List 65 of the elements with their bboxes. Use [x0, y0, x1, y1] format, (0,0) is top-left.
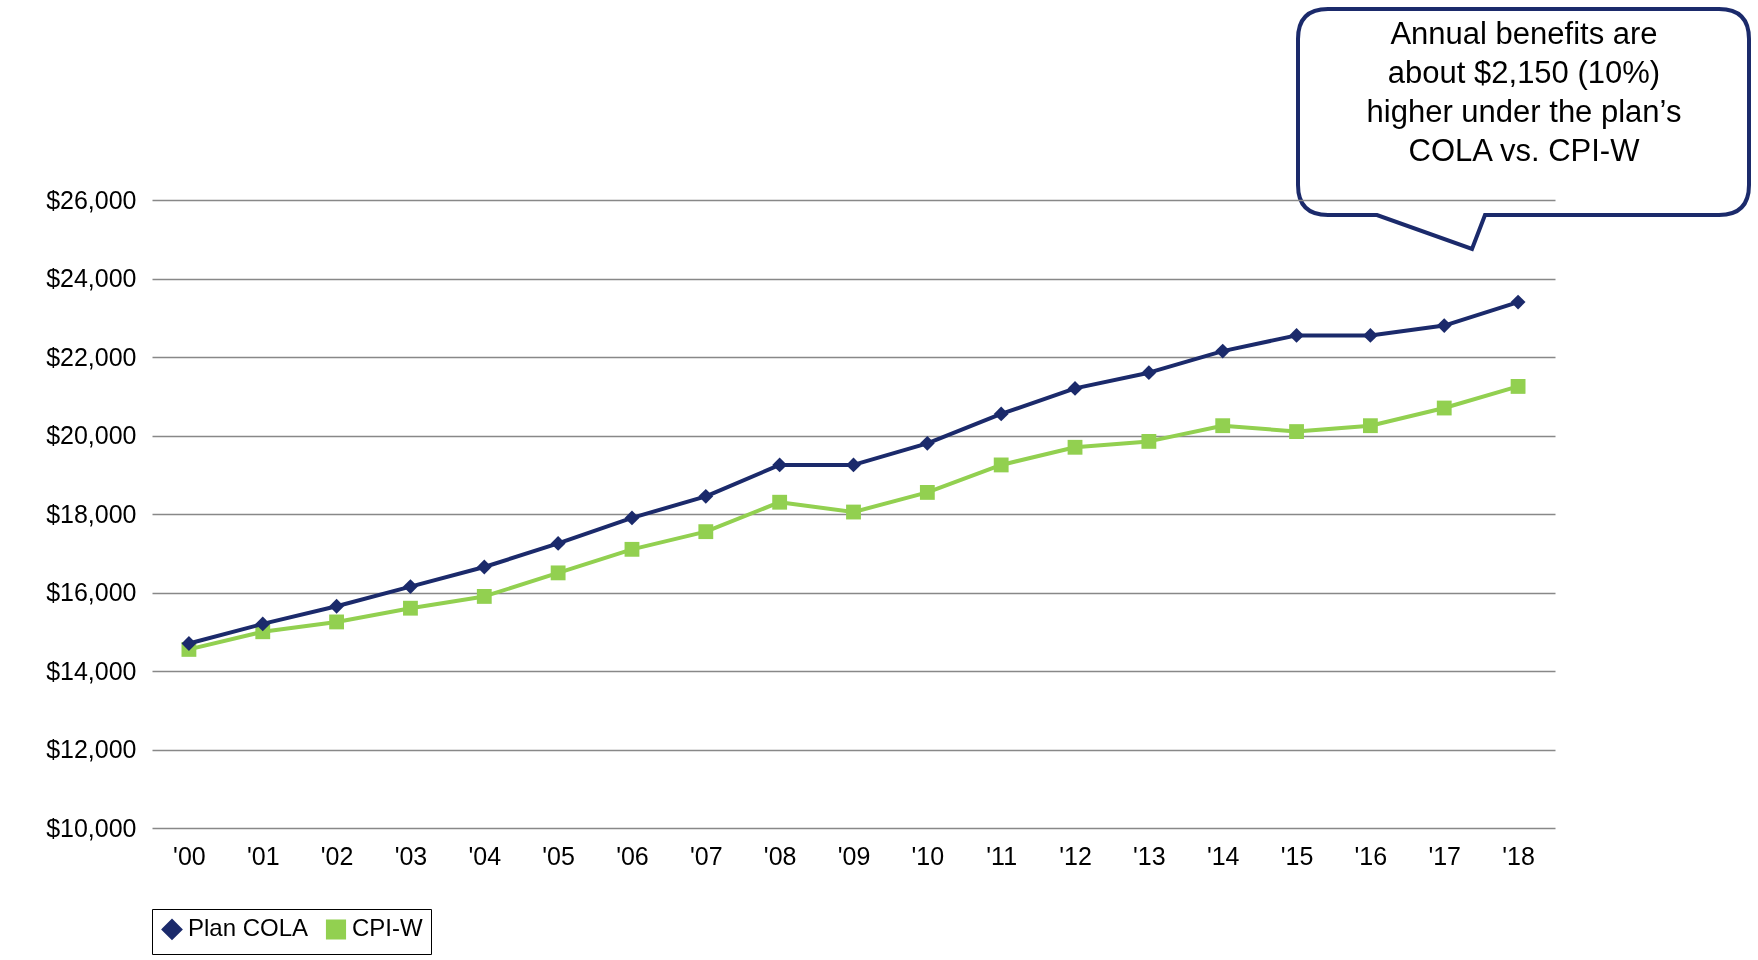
x-tick-label: '15 [1280, 841, 1314, 870]
x-tick-label: '06 [616, 841, 649, 870]
point [919, 485, 935, 500]
x-tick-label: '08 [763, 841, 797, 870]
point [1436, 318, 1452, 334]
x-tick-label: '18 [1502, 841, 1535, 870]
legend-label: CPI-W [352, 914, 423, 942]
y-tick-label: $14,000 [46, 656, 137, 685]
y-tick-label: $20,000 [46, 421, 137, 449]
legend-label: Plan COLA [188, 914, 309, 942]
x-tick-label: '11 [986, 841, 1018, 870]
point [1141, 365, 1157, 381]
point [1289, 328, 1304, 343]
y-tick-label: $22,000 [46, 342, 137, 371]
x-tick-label: '10 [911, 841, 945, 870]
point [329, 614, 345, 630]
y-tick-label: $12,000 [46, 735, 137, 763]
point [698, 524, 714, 540]
point [550, 565, 566, 581]
x-tick-label: '02 [320, 841, 354, 870]
point [1510, 294, 1526, 310]
point [1362, 418, 1378, 434]
x-tick-label: '17 [1428, 841, 1462, 870]
point [329, 598, 345, 614]
point [1510, 379, 1526, 394]
point [550, 536, 566, 551]
y-tick-label: $10,000 [46, 813, 137, 842]
x-tick-label: '00 [173, 841, 206, 870]
point [1215, 343, 1231, 359]
point [1436, 400, 1452, 416]
point [1141, 433, 1157, 449]
x-tick-label: '04 [468, 841, 502, 870]
point [1067, 439, 1083, 455]
point [1362, 328, 1378, 343]
point [403, 600, 418, 616]
point [846, 504, 861, 520]
point [181, 636, 197, 651]
point [1289, 424, 1304, 439]
y-tick-label: $18,000 [46, 499, 137, 528]
point [993, 406, 1009, 422]
point [772, 494, 788, 510]
y-tick-label: $16,000 [46, 578, 137, 606]
point [1215, 418, 1231, 434]
point [624, 541, 640, 557]
x-tick-label: '05 [542, 841, 575, 870]
point [698, 488, 714, 504]
point [476, 589, 492, 604]
x-tick-label: '03 [394, 841, 428, 870]
y-tick-label: $24,000 [46, 264, 137, 292]
x-tick-label: '13 [1133, 841, 1166, 870]
point [919, 435, 935, 451]
x-tick-label: '14 [1206, 841, 1240, 870]
point [993, 457, 1009, 473]
text: Annual benefits are about $2,150 (10%) higher under the plan’s COLA vs. CPI-W [1366, 16, 1682, 168]
point [255, 616, 271, 632]
x-tick-label: '01 [246, 841, 280, 870]
y-tick-label: $26,000 [46, 185, 137, 214]
point [476, 559, 492, 575]
x-tick-label: '07 [690, 841, 723, 870]
point [624, 510, 640, 526]
x-tick-label: '09 [837, 841, 871, 870]
point [1067, 380, 1083, 396]
x-tick-label: '12 [1059, 841, 1092, 870]
point [403, 579, 418, 595]
x-tick-label: '16 [1354, 841, 1388, 870]
